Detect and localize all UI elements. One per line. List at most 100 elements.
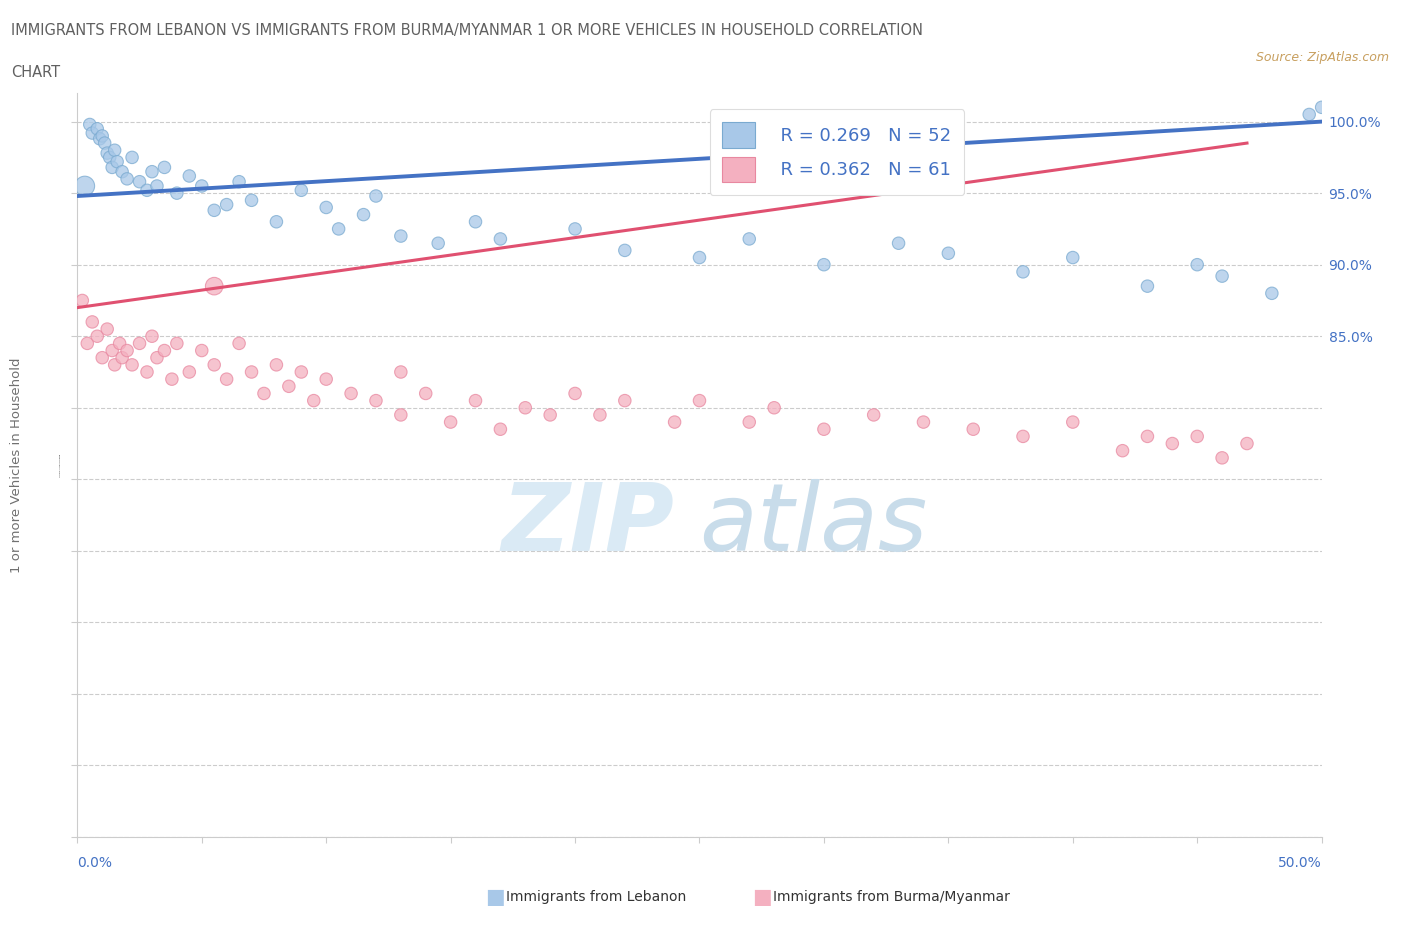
- Point: [1012, 429, 1035, 444]
- Point: [364, 393, 387, 408]
- Point: [141, 165, 163, 179]
- Point: [515, 400, 537, 415]
- Point: [1187, 429, 1209, 444]
- Point: [160, 372, 183, 387]
- Point: [111, 351, 134, 365]
- Point: [689, 393, 711, 408]
- Point: [101, 343, 124, 358]
- Point: [738, 415, 761, 430]
- Point: [862, 407, 884, 422]
- Point: [962, 422, 984, 437]
- Point: [664, 415, 686, 430]
- Point: [228, 336, 250, 351]
- Point: [887, 236, 910, 251]
- Point: [538, 407, 561, 422]
- Text: ■: ■: [752, 887, 772, 908]
- Point: [82, 126, 104, 140]
- Text: CHART: CHART: [11, 65, 60, 80]
- Text: Immigrants from Lebanon: Immigrants from Lebanon: [506, 890, 686, 905]
- Point: [464, 214, 486, 229]
- Point: [613, 393, 636, 408]
- Point: [1211, 450, 1233, 465]
- Point: [121, 150, 143, 165]
- Point: [266, 214, 288, 229]
- Point: [1261, 286, 1284, 300]
- Point: [128, 174, 150, 189]
- Point: [191, 343, 214, 358]
- Point: [72, 293, 94, 308]
- Point: [153, 343, 176, 358]
- Point: [86, 329, 108, 344]
- Point: [389, 407, 412, 422]
- Point: [1298, 107, 1320, 122]
- Point: [86, 121, 108, 136]
- Point: [389, 229, 412, 244]
- Legend:   R = 0.269   N = 52,   R = 0.362   N = 61: R = 0.269 N = 52, R = 0.362 N = 61: [710, 110, 965, 195]
- Point: [302, 393, 325, 408]
- Point: [146, 179, 169, 193]
- Point: [277, 379, 299, 393]
- Point: [1236, 436, 1258, 451]
- Point: [202, 357, 225, 372]
- Point: [364, 189, 387, 204]
- Point: [76, 336, 98, 351]
- Point: [240, 193, 263, 207]
- Point: [215, 197, 238, 212]
- Point: [191, 179, 214, 193]
- Point: [1187, 258, 1209, 272]
- Point: [1062, 250, 1084, 265]
- Text: Immigrants from Burma/Myanmar: Immigrants from Burma/Myanmar: [773, 890, 1010, 905]
- Point: [115, 343, 138, 358]
- Point: [689, 250, 711, 265]
- Point: [813, 258, 835, 272]
- Point: [564, 221, 586, 236]
- Point: [912, 415, 935, 430]
- Text: atlas: atlas: [700, 479, 928, 570]
- Point: [101, 160, 124, 175]
- Text: 1 or more Vehicles in Household: 1 or more Vehicles in Household: [10, 357, 24, 573]
- Text: 0.0%: 0.0%: [77, 856, 112, 870]
- Point: [340, 386, 363, 401]
- Text: ■: ■: [485, 887, 505, 908]
- Point: [389, 365, 412, 379]
- Text: 50.0%: 50.0%: [1278, 856, 1322, 870]
- Point: [108, 336, 131, 351]
- Point: [1111, 444, 1133, 458]
- Point: [179, 365, 201, 379]
- Point: [613, 243, 636, 258]
- Point: [564, 386, 586, 401]
- Point: [489, 232, 512, 246]
- Point: [89, 131, 111, 146]
- Point: [1136, 429, 1159, 444]
- Point: [427, 236, 450, 251]
- Point: [290, 183, 312, 198]
- Point: [1211, 269, 1233, 284]
- Point: [215, 372, 238, 387]
- Point: [91, 351, 114, 365]
- Point: [1310, 100, 1333, 114]
- Point: [253, 386, 276, 401]
- Point: [228, 174, 250, 189]
- Point: [1012, 264, 1035, 279]
- Point: [166, 186, 188, 201]
- Point: [353, 207, 375, 222]
- Point: [73, 179, 96, 193]
- Point: [166, 336, 188, 351]
- Text: IMMIGRANTS FROM LEBANON VS IMMIGRANTS FROM BURMA/MYANMAR 1 OR MORE VEHICLES IN H: IMMIGRANTS FROM LEBANON VS IMMIGRANTS FR…: [11, 23, 924, 38]
- Point: [141, 329, 163, 344]
- Point: [128, 336, 150, 351]
- Point: [91, 128, 114, 143]
- Point: [1136, 279, 1159, 294]
- Point: [96, 322, 118, 337]
- Point: [763, 400, 786, 415]
- Point: [489, 422, 512, 437]
- Point: [93, 136, 115, 151]
- Point: [464, 393, 486, 408]
- Text: Source: ZipAtlas.com: Source: ZipAtlas.com: [1256, 51, 1389, 64]
- Point: [104, 143, 127, 158]
- Point: [202, 203, 225, 218]
- Point: [240, 365, 263, 379]
- Point: [315, 200, 337, 215]
- Point: [111, 165, 134, 179]
- Point: [153, 160, 176, 175]
